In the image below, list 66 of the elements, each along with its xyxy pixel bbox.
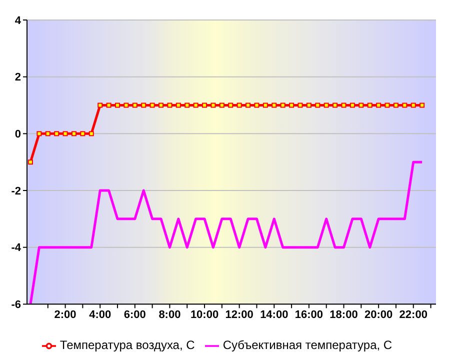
point (324, 102, 329, 108)
point (98, 102, 103, 108)
y-tick-label: -6 (11, 299, 21, 312)
point (62, 131, 68, 136)
y-tick-label: -2 (11, 185, 21, 198)
point (420, 102, 425, 108)
line-series (29, 160, 424, 304)
x-tick-label: 14:00 (260, 308, 288, 321)
legend-label: Субъективная температура, С (222, 338, 392, 352)
point (376, 102, 382, 108)
point (367, 102, 372, 108)
x-tick-label: 10:00 (190, 308, 219, 321)
x-tick-label: 2:00 (54, 308, 76, 321)
point (176, 102, 181, 108)
point (298, 102, 303, 108)
point (45, 131, 50, 136)
point (332, 102, 338, 108)
point (124, 102, 129, 108)
point (341, 102, 346, 108)
point (358, 102, 364, 108)
x-tick-label: 4:00 (89, 308, 112, 321)
point (236, 102, 242, 108)
point (88, 131, 94, 136)
point (402, 102, 408, 108)
point (350, 102, 355, 108)
x-tick-label: 12:00 (225, 308, 254, 321)
point (254, 102, 260, 108)
y-tick-label: 2 (14, 72, 21, 84)
legend-label: Температура воздуха, С (60, 338, 195, 352)
y-tick-label: -4 (11, 242, 22, 254)
point (202, 102, 208, 108)
point (28, 160, 33, 165)
point (106, 102, 112, 108)
y-tick-label: 0 (14, 128, 21, 141)
x-tick-label: 18:00 (330, 308, 358, 321)
point (36, 131, 42, 136)
point (184, 102, 190, 108)
point (315, 102, 320, 108)
point (289, 102, 294, 108)
point (132, 102, 138, 108)
x-tick-label: 22:00 (399, 308, 428, 321)
point (393, 102, 398, 108)
point (306, 102, 312, 108)
point (280, 102, 286, 108)
point (272, 102, 277, 108)
point (228, 102, 234, 108)
point (80, 131, 86, 136)
point (246, 102, 251, 108)
point (193, 102, 198, 108)
x-tick-label: 8:00 (158, 308, 181, 321)
point (262, 102, 268, 108)
point (54, 131, 60, 136)
x-tick-label: 16:00 (294, 308, 324, 321)
y-tick-label: 4 (14, 14, 22, 27)
x-tick-label: 6:00 (124, 308, 146, 321)
point (141, 102, 146, 108)
point (115, 102, 120, 108)
point (71, 131, 76, 136)
point (384, 102, 390, 108)
x-tick-label: 20:00 (364, 308, 393, 321)
point (219, 102, 224, 108)
point (167, 102, 172, 108)
point (210, 102, 216, 108)
point (410, 102, 416, 108)
point (150, 102, 155, 108)
point (158, 102, 164, 108)
